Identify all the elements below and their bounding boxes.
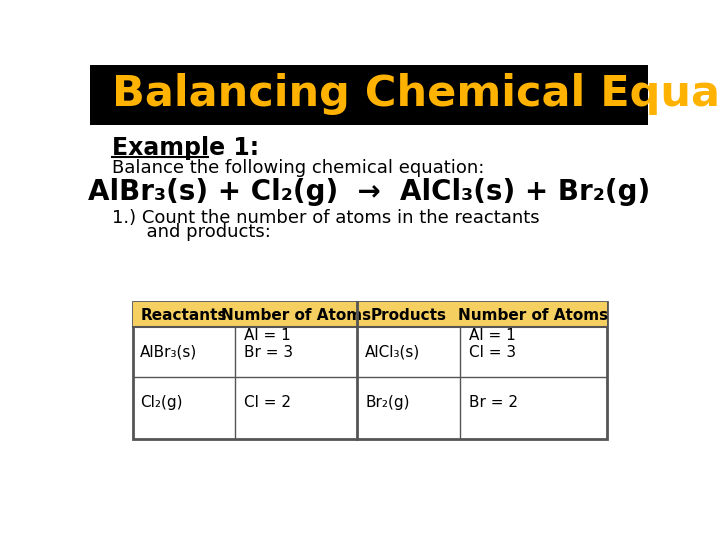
FancyBboxPatch shape bbox=[132, 302, 607, 439]
Text: AlBr₃(s) + Cl₂(g)  →  AlCl₃(s) + Br₂(g): AlBr₃(s) + Cl₂(g) → AlCl₃(s) + Br₂(g) bbox=[88, 178, 650, 206]
Text: Number of Atoms: Number of Atoms bbox=[221, 308, 372, 323]
FancyBboxPatch shape bbox=[235, 302, 357, 327]
Text: Balance the following chemical equation:: Balance the following chemical equation: bbox=[112, 159, 484, 177]
FancyBboxPatch shape bbox=[132, 302, 235, 327]
Text: Cl = 3: Cl = 3 bbox=[469, 345, 516, 360]
Text: Al = 1: Al = 1 bbox=[469, 328, 516, 343]
Text: Balancing Chemical Equations: Balancing Chemical Equations bbox=[112, 72, 720, 114]
Text: Br = 3: Br = 3 bbox=[244, 345, 293, 360]
Text: Al = 1: Al = 1 bbox=[244, 328, 291, 343]
FancyBboxPatch shape bbox=[459, 302, 607, 327]
Text: and products:: and products: bbox=[112, 222, 271, 240]
Text: Example 1:: Example 1: bbox=[112, 136, 258, 160]
Text: AlCl₃(s): AlCl₃(s) bbox=[365, 345, 420, 360]
Text: Products: Products bbox=[371, 308, 446, 323]
FancyBboxPatch shape bbox=[90, 65, 648, 125]
Text: Number of Atoms: Number of Atoms bbox=[458, 308, 608, 323]
Text: Br = 2: Br = 2 bbox=[469, 395, 518, 410]
Text: AlBr₃(s): AlBr₃(s) bbox=[140, 345, 197, 360]
Text: Cl = 2: Cl = 2 bbox=[244, 395, 291, 410]
Text: Reactants: Reactants bbox=[140, 308, 227, 323]
Text: Br₂(g): Br₂(g) bbox=[365, 395, 410, 410]
FancyBboxPatch shape bbox=[357, 302, 459, 327]
Text: Cl₂(g): Cl₂(g) bbox=[140, 395, 183, 410]
Text: 1.) Count the number of atoms in the reactants: 1.) Count the number of atoms in the rea… bbox=[112, 208, 539, 227]
